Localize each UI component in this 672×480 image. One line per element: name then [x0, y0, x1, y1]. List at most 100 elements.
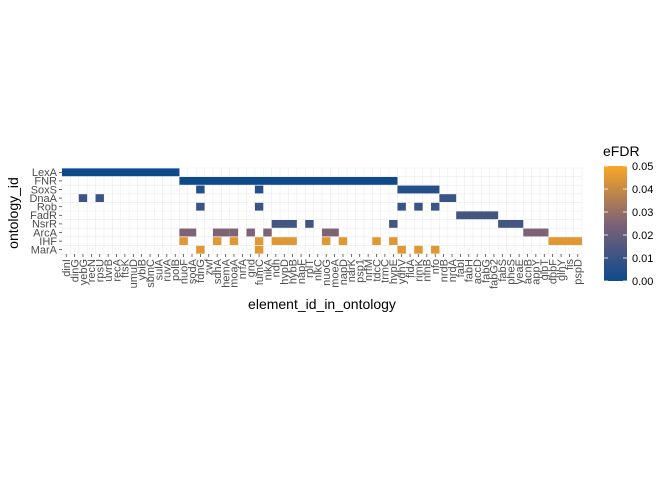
heatmap-cell-ihf — [254, 237, 264, 245]
heatmap-cell-rob — [431, 202, 440, 211]
x-tick-label: glpT — [539, 259, 551, 281]
x-tick-label: sodA — [187, 258, 199, 284]
y-tick-label: IHF — [39, 236, 57, 248]
heatmap-cell-ihf — [372, 237, 381, 245]
x-tick-label: sbmC — [145, 259, 157, 288]
heatmap-cell-dnaa — [439, 194, 457, 202]
x-tick-label: moeA — [329, 258, 341, 287]
x-tick-label: fdnG — [195, 259, 207, 283]
heatmap-cell-arca — [179, 228, 197, 237]
x-tick-label: fabG2 — [489, 259, 501, 289]
x-tick-label: fis — [564, 259, 576, 271]
heatmap-cell-ihf — [212, 237, 222, 245]
heatmap-cell-ihf — [229, 237, 239, 245]
x-tick-label: nfnB — [422, 259, 434, 282]
heatmap-cell-arca — [229, 228, 239, 237]
legend-tick-label: 0.00 — [632, 276, 653, 288]
x-tick-label: nrdB — [438, 259, 450, 282]
x-tick-label: napD — [338, 259, 350, 285]
heatmap-cell-arca — [523, 228, 549, 237]
heatmap-cell-arca — [263, 228, 272, 237]
heatmap-cell-mara — [414, 245, 423, 254]
x-tick-label: glnY — [556, 258, 568, 281]
heatmap-cell-ihf — [338, 237, 348, 245]
heatmap-cell-fadr — [456, 211, 499, 220]
x-tick-label: psp1 — [355, 259, 367, 283]
x-tick-label: accD — [472, 259, 484, 284]
x-tick-label: ruvA — [162, 258, 174, 281]
heatmap-cell-rob — [397, 202, 406, 211]
heatmap-cell-soxs — [196, 185, 205, 194]
heatmap-cell-fnr — [179, 177, 398, 185]
x-tick-label: hybB — [287, 259, 299, 284]
legend-tick-label: 0.02 — [632, 230, 653, 242]
x-tick-label: trmC — [380, 259, 392, 283]
x-tick-label: narK — [346, 258, 358, 282]
x-tick-label: sdhA — [212, 258, 224, 284]
y-tick-label: ArcA — [33, 227, 58, 239]
x-tick-label: pspD — [573, 259, 585, 285]
legend-tick-labels: 0.05 0.04 0.03 0.02 0.01 0.00 — [604, 161, 653, 288]
x-tick-label: uvrB — [103, 259, 115, 282]
y-tick-label: FNR — [34, 176, 57, 188]
heatmap-cell-mara — [431, 245, 440, 254]
heatmap-cell-nsrr — [498, 220, 524, 228]
heatmap-cell-dnaa — [78, 194, 88, 202]
x-tick-label: fumC — [254, 259, 266, 285]
legend-tick-label: 0.01 — [632, 253, 653, 265]
x-tick-label: nrfA — [237, 258, 249, 279]
x-tick-label: nikC — [313, 259, 325, 281]
x-tick-label: nfo — [430, 259, 442, 274]
heatmap-cell-arca — [246, 228, 255, 237]
x-tick-label: ybiB — [136, 259, 148, 280]
legend-tick-label: 0.05 — [632, 161, 653, 173]
y-tick-label: SoxS — [31, 184, 57, 196]
heatmap-cell-mara — [397, 245, 406, 254]
x-tick-label: appY — [531, 258, 543, 284]
heatmap-cell-lexa — [62, 168, 180, 177]
x-tick-label: nikA — [262, 258, 274, 280]
heatmap-cell-dnaa — [95, 194, 104, 202]
x-tick-label: recN — [86, 259, 98, 282]
legend-color-bar — [604, 166, 627, 281]
heatmap-cell-soxs — [254, 185, 264, 194]
x-tick-label: napF — [296, 259, 308, 284]
heatmap-cell-arca — [212, 228, 230, 237]
x-tick-label: fabH — [464, 259, 476, 282]
x-tick-label: ndh — [271, 259, 283, 277]
y-tick-label: Rob — [37, 202, 57, 214]
x-axis-title: element_id_in_ontology — [248, 296, 396, 312]
heatmap-cell-nsrr — [389, 220, 398, 228]
heatmap-cell-mara — [254, 245, 264, 254]
heatmap-cells — [62, 168, 582, 254]
heatmap-cell-ihf — [271, 237, 297, 245]
heatmap-cell-mara — [196, 245, 205, 254]
x-tick-label: sulA — [153, 258, 165, 280]
y-tick-label: DnaA — [29, 193, 57, 205]
x-tick-label: dinI — [61, 259, 73, 277]
x-tick-label: acnB — [522, 259, 534, 284]
x-tick-label: nrfM — [363, 259, 375, 281]
x-tick-label: nuoG — [321, 259, 333, 286]
x-tick-label: dinG — [69, 259, 81, 282]
x-tick-label: polB — [170, 259, 182, 281]
x-tick-label: rplT — [304, 259, 316, 278]
x-tick-label: nuoF — [178, 259, 190, 284]
x-tick-label: pheS — [506, 259, 518, 285]
x-tick-label: fabI — [455, 259, 467, 277]
y-tick-label: FadR — [30, 210, 57, 222]
x-axis-tick-labels: dinIdinGyebGrecNrpsUuvrBrecAftsKumuDybiB… — [61, 254, 585, 289]
x-tick-label: gnd — [246, 259, 258, 277]
heatmap-cell-ihf — [179, 237, 188, 245]
x-tick-label: dppF — [547, 259, 559, 284]
x-tick-label: fabG — [480, 259, 492, 283]
x-tick-label: hemA — [220, 258, 232, 287]
heatmap-cell-rob — [196, 202, 205, 211]
color-legend: eFDR 0.05 0.04 0.03 0.02 0.01 0.00 — [603, 143, 653, 288]
x-tick-label: umuD — [128, 259, 140, 288]
heatmap-cell-ihf — [548, 237, 582, 245]
heatmap-cell-rob — [414, 202, 423, 211]
x-tick-label: nrdA — [447, 258, 459, 282]
